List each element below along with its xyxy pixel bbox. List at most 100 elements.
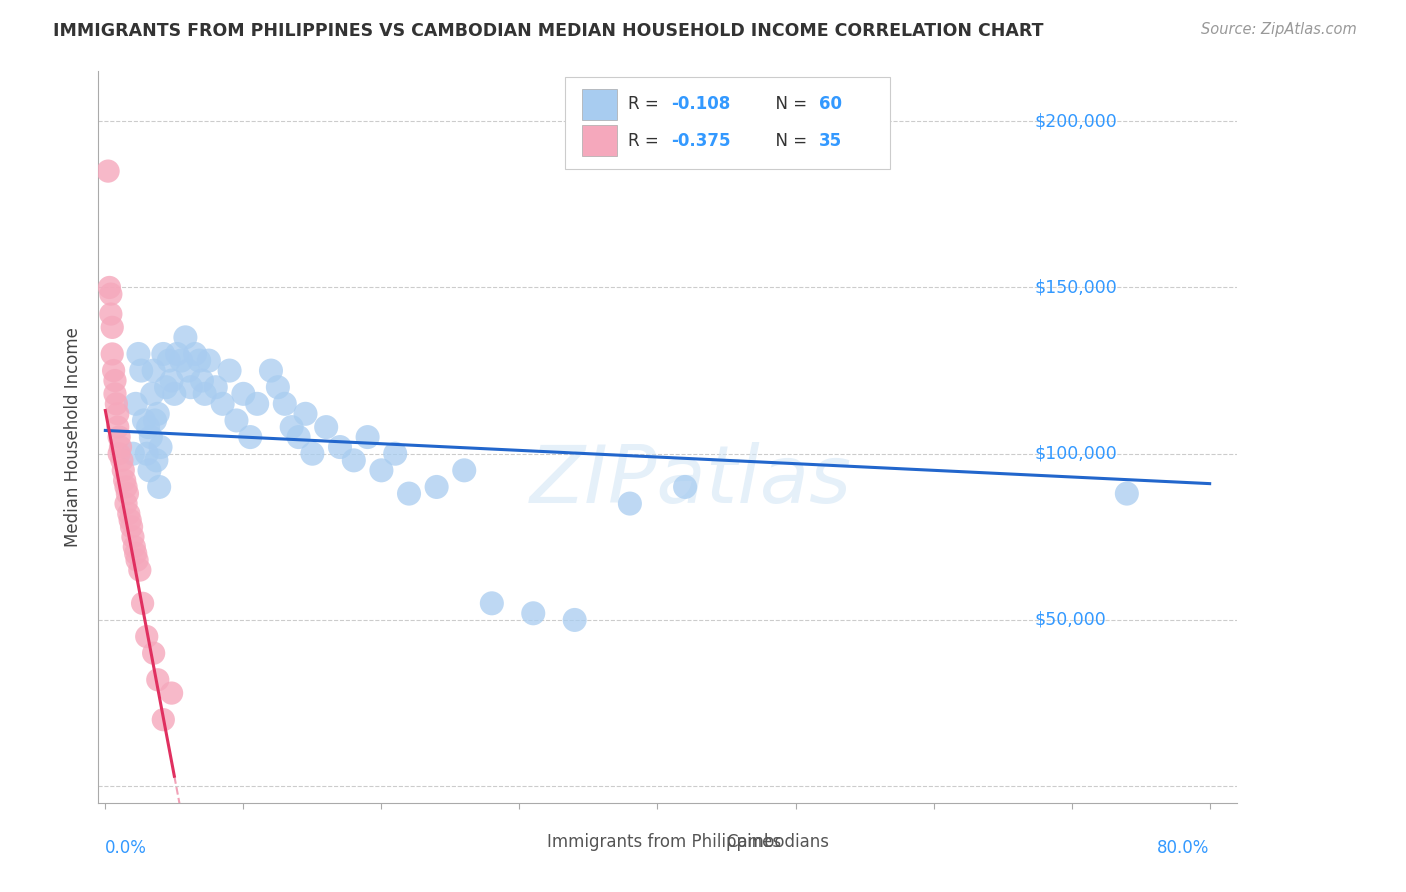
Point	[522, 607, 544, 621]
Point	[125, 553, 148, 567]
Point	[384, 447, 406, 461]
Point	[287, 430, 309, 444]
Point	[177, 363, 200, 377]
Point	[108, 447, 131, 461]
Point	[141, 387, 163, 401]
Point	[232, 387, 254, 401]
Point	[218, 363, 240, 377]
Point	[564, 613, 586, 627]
Point	[122, 447, 145, 461]
Point	[132, 413, 155, 427]
Bar	[582, 89, 617, 120]
Point	[143, 413, 166, 427]
Point	[398, 486, 420, 500]
Point	[280, 420, 302, 434]
Point	[315, 420, 337, 434]
Point	[356, 430, 378, 444]
Text: 60: 60	[820, 95, 842, 113]
Point	[267, 380, 290, 394]
Point	[142, 363, 165, 377]
Point	[184, 347, 207, 361]
Text: N =: N =	[765, 132, 813, 150]
Point	[426, 480, 449, 494]
Point	[107, 420, 129, 434]
Point	[619, 497, 641, 511]
Point	[120, 513, 142, 527]
Point	[166, 347, 188, 361]
Point	[111, 453, 134, 467]
Text: ZIPatlas: ZIPatlas	[530, 442, 852, 520]
Point	[294, 407, 316, 421]
Point	[198, 353, 221, 368]
Point	[149, 440, 172, 454]
Text: $100,000: $100,000	[1035, 445, 1118, 463]
Text: $50,000: $50,000	[1035, 611, 1107, 629]
Point	[114, 473, 136, 487]
Point	[1115, 486, 1137, 500]
Point	[146, 407, 169, 421]
Point	[188, 353, 211, 368]
Point	[110, 440, 132, 454]
Point	[115, 497, 138, 511]
Point	[163, 387, 186, 401]
Point	[112, 463, 135, 477]
Text: 80.0%: 80.0%	[1157, 839, 1209, 857]
Text: -0.375: -0.375	[671, 132, 731, 150]
Point	[191, 374, 214, 388]
Point	[481, 596, 503, 610]
Point	[118, 507, 141, 521]
Point	[108, 430, 131, 444]
Point	[194, 387, 217, 401]
Point	[142, 646, 165, 660]
Bar	[520, 830, 543, 853]
Point	[155, 380, 177, 394]
Point	[117, 486, 139, 500]
Text: 35: 35	[820, 132, 842, 150]
Point	[145, 453, 167, 467]
Point	[157, 353, 180, 368]
Point	[146, 673, 169, 687]
Point	[122, 530, 145, 544]
Point	[131, 596, 153, 610]
Text: Source: ZipAtlas.com: Source: ZipAtlas.com	[1201, 22, 1357, 37]
Point	[301, 447, 323, 461]
Text: Cambodians: Cambodians	[725, 832, 830, 851]
FancyBboxPatch shape	[565, 78, 890, 169]
Point	[329, 440, 352, 454]
Point	[101, 347, 124, 361]
Text: $150,000: $150,000	[1035, 278, 1118, 296]
Point	[107, 407, 129, 421]
Bar	[699, 830, 721, 853]
Point	[274, 397, 297, 411]
Point	[125, 397, 148, 411]
Point	[204, 380, 226, 394]
Point	[160, 374, 183, 388]
Point	[370, 463, 392, 477]
Point	[160, 686, 183, 700]
Point	[152, 347, 174, 361]
Point	[170, 353, 193, 368]
Point	[343, 453, 366, 467]
Point	[246, 397, 269, 411]
Point	[105, 397, 128, 411]
Point	[104, 387, 127, 401]
Text: 0.0%: 0.0%	[105, 839, 148, 857]
Point	[98, 280, 121, 294]
Point	[101, 320, 124, 334]
Y-axis label: Median Household Income: Median Household Income	[65, 327, 83, 547]
Point	[673, 480, 696, 494]
Point	[103, 363, 125, 377]
Point	[127, 347, 149, 361]
Point	[239, 430, 262, 444]
Text: IMMIGRANTS FROM PHILIPPINES VS CAMBODIAN MEDIAN HOUSEHOLD INCOME CORRELATION CHA: IMMIGRANTS FROM PHILIPPINES VS CAMBODIAN…	[53, 22, 1043, 40]
Point	[180, 380, 202, 394]
Point	[128, 563, 150, 577]
Text: R =: R =	[628, 95, 664, 113]
Bar	[582, 126, 617, 156]
Point	[135, 630, 157, 644]
Point	[148, 480, 170, 494]
Point	[125, 546, 148, 560]
Text: Immigrants from Philippines: Immigrants from Philippines	[547, 832, 782, 851]
Point	[260, 363, 283, 377]
Point	[225, 413, 247, 427]
